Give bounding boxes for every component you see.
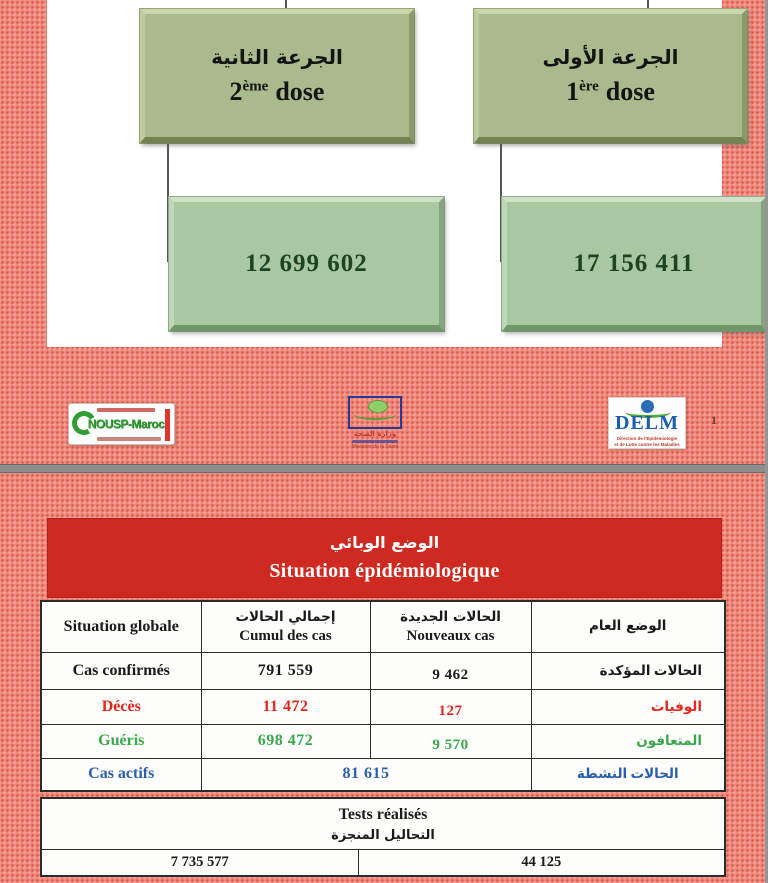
header-cumul-french: Cumul des cas [239,628,332,645]
dose2-title-french: 2ème dose [229,76,325,107]
tests-table: Tests réalisés التحاليل المنجزة 7 735 57… [40,797,727,877]
tests-title-cell: Tests réalisés التحاليل المنجزة [40,797,726,850]
dose1-label-box: الجرعة الأولى 1ère dose [474,9,747,143]
dose1-count: 17 156 411 [573,249,695,277]
header-cumul-arabic: إجمالي الحالات [235,608,336,625]
nousp-subtitle-microtext [97,437,161,441]
epidemio-table: Situation globale إجمالي الحالات Cumul d… [40,600,726,792]
table-header-row: Situation globale إجمالي الحالات Cumul d… [40,600,726,653]
slide1-white-canvas: الجرعة الثانية 2ème dose الجرعة الأولى 1è… [47,0,766,347]
deaths-cumul-value: 11 472 [200,688,371,725]
nousp-arabic-microtext [97,408,155,412]
connector-line [285,0,287,10]
epidemio-title-arabic: الوضع الوبائي [329,532,440,552]
tests-values-row: 7 735 577 44 125 [40,848,726,877]
header-situation-generale-arabic: الوضع العام [530,600,726,653]
confirmed-label: Cas confirmés [40,651,202,690]
tests-new-value: 44 125 [357,848,726,877]
nousp-red-bar [165,409,170,441]
dose2-title-arabic: الجرعة الثانية [211,44,343,69]
dose2-word: dose [275,76,325,106]
dose2-ordinal-suffix: ème [242,78,269,95]
delm-full-name-line1: Direction de l'Epidémiologie [616,436,678,441]
recovered-new-value: 9 570 [369,723,532,759]
active-label: Cas actifs [40,757,202,792]
slide-epidemiological-situation: الوضع الوبائي Situation épidémiologique … [0,473,768,883]
nousp-maroc-logo: NOUSP-Maroc [68,403,175,445]
deaths-label: Décès [40,688,202,725]
dose1-count-box: 17 156 411 [502,197,766,331]
active-total-value: 81 615 [200,757,532,792]
header-nouveaux: الحالات الجديدة Nouveaux cas [369,600,532,653]
confirmed-new-value: 9 462 [369,651,532,690]
ministry-microtext [352,440,398,444]
table-row-confirmed: Cas confirmés 791 559 9 462 الحالات المؤ… [40,651,726,690]
recovered-cumul-value: 698 472 [200,723,371,759]
table-row-deaths: Décès 11 472 127 الوفيات [40,688,726,725]
dose1-title-french: 1ère dose [566,76,655,107]
deaths-label-arabic: الوفيات [530,688,726,725]
confirmed-cumul-value: 791 559 [200,651,371,690]
epidemio-title-banner: الوضع الوبائي Situation épidémiologique [47,518,722,598]
epidemio-title-french: Situation épidémiologique [269,560,500,583]
tests-title-arabic: التحاليل المنجزة [331,827,435,843]
dose2-label-box: الجرعة الثانية 2ème dose [140,9,414,143]
delm-logo: DELM Direction de l'Epidémiologie et de … [608,397,686,449]
recovered-label: Guéris [40,723,202,759]
delm-acronym: DELM [615,412,679,434]
slide-vaccination: الجرعة الثانية 2ème dose الجرعة الأولى 1è… [0,0,768,464]
slide-page-number: 1 [711,413,717,427]
ministry-name-french: Ministère de la Santé [351,444,399,451]
dose2-number: 2 [229,76,243,106]
confirmed-label-arabic: الحالات المؤكدة [530,651,726,690]
dose1-number: 1 [566,76,580,106]
connector-line [167,142,169,262]
dose2-count-box: 12 699 602 [169,197,444,331]
tests-title-french: Tests réalisés [338,805,428,823]
connector-line [500,142,502,262]
header-cumul: إجمالي الحالات Cumul des cas [200,600,371,653]
header-situation-globale: Situation globale [40,600,202,653]
dose2-count: 12 699 602 [245,249,368,277]
delm-full-name-line2: et de Lutte contre les Maladies [614,441,680,447]
delm-swoosh-icon [625,406,671,418]
connector-line [647,0,649,10]
slide-divider [0,464,768,473]
window-right-edge [765,0,768,883]
ministry-emblem-swoosh [353,408,397,420]
recovered-label-arabic: المتعافون [530,723,726,759]
header-nouveaux-arabic: الحالات الجديدة [400,608,501,625]
dose1-title-arabic: الجرعة الأولى [542,44,679,69]
ministry-emblem-icon [348,396,402,429]
ministry-name-arabic: وزارة الصحة [353,430,397,438]
table-row-recovered: Guéris 698 472 9 570 المتعافون [40,723,726,759]
header-nouveaux-french: Nouveaux cas [406,628,495,645]
ministry-of-health-logo: وزارة الصحة Ministère de la Santé [345,396,405,452]
tests-header-row: Tests réalisés التحاليل المنجزة [40,797,726,850]
active-label-arabic: الحالات النشطة [530,757,726,792]
deaths-new-value: 127 [369,688,532,725]
dose1-word: dose [605,76,655,106]
tests-cumul-value: 7 735 577 [40,848,359,877]
delm-full-name: Direction de l'Epidémiologie et de Lutte… [609,436,685,448]
nousp-logo-text: NOUSP-Maroc [87,417,165,431]
dose1-ordinal-suffix: ère [579,78,599,95]
table-row-active: Cas actifs 81 615 الحالات النشطة [40,757,726,792]
